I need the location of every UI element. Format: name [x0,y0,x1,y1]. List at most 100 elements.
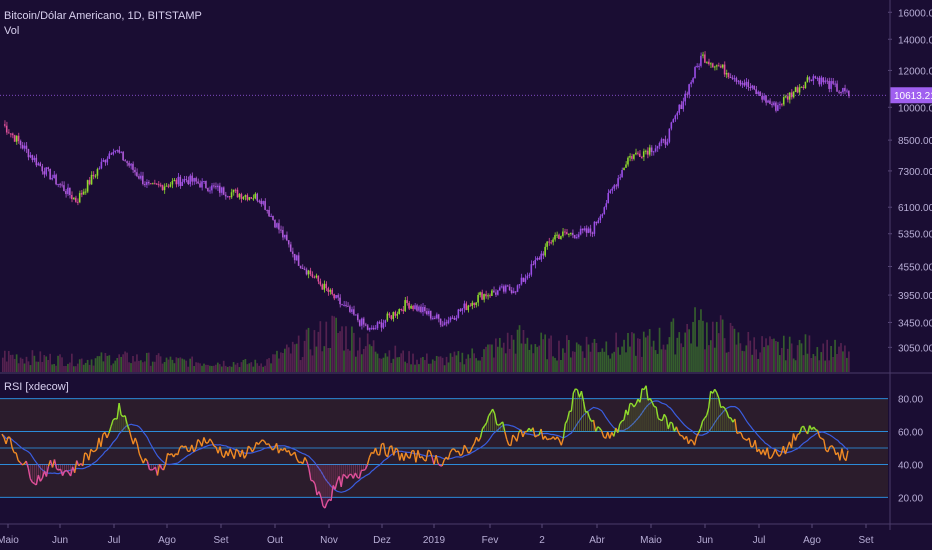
candle[interactable] [741,82,744,85]
candle[interactable] [278,223,280,230]
candle[interactable] [686,93,688,95]
candle[interactable] [416,305,418,311]
candle[interactable] [558,234,560,240]
candle[interactable] [670,122,673,129]
candle[interactable] [550,242,552,244]
candle[interactable] [567,233,570,235]
candle[interactable] [782,97,785,105]
candle[interactable] [305,269,308,275]
candle[interactable] [345,304,347,306]
candle[interactable] [339,297,341,305]
candle[interactable] [625,164,627,168]
candle[interactable] [502,286,505,292]
candle[interactable] [800,86,803,88]
candle[interactable] [709,63,712,65]
candle[interactable] [214,186,217,188]
candle[interactable] [374,328,377,330]
symbol-title[interactable]: Bitcoin/Dólar Americano, 1D, BITSTAMP [4,10,202,22]
candle[interactable] [86,180,89,192]
candle[interactable] [49,168,51,180]
candle[interactable] [285,234,288,241]
candle[interactable] [380,322,383,328]
candle[interactable] [289,244,292,252]
candle[interactable] [207,187,209,192]
candle[interactable] [514,291,517,293]
candle[interactable] [94,175,97,177]
candle[interactable] [118,150,120,153]
candle[interactable] [465,303,468,311]
candle[interactable] [810,79,813,81]
candle[interactable] [779,104,781,106]
candle[interactable] [459,309,462,311]
candle[interactable] [445,322,448,324]
candle[interactable] [692,78,694,83]
candle[interactable] [209,190,211,192]
candle[interactable] [435,314,438,319]
candle[interactable] [747,81,750,87]
candle[interactable] [479,292,481,295]
candle[interactable] [698,65,700,67]
candle[interactable] [603,207,606,215]
candle[interactable] [455,317,458,320]
candle[interactable] [311,274,314,277]
candle[interactable] [317,275,320,282]
candle[interactable] [564,231,566,233]
candle[interactable] [171,180,174,185]
candle[interactable] [282,230,284,238]
candle[interactable] [301,267,304,269]
candle[interactable] [763,95,765,100]
candle[interactable] [236,189,239,198]
candle[interactable] [729,77,732,79]
candle[interactable] [826,80,828,82]
candle[interactable] [27,149,30,158]
candle[interactable] [674,115,677,120]
candle[interactable] [784,96,787,98]
candle[interactable] [110,153,113,155]
candle[interactable] [88,180,91,185]
candle[interactable] [368,327,371,330]
candle[interactable] [483,294,485,300]
candle[interactable] [211,185,213,191]
candle[interactable] [844,88,846,92]
candle[interactable] [652,151,655,153]
candle[interactable] [658,143,661,147]
candle[interactable] [690,82,692,85]
candle[interactable] [775,102,777,111]
candle[interactable] [623,167,625,170]
candle[interactable] [688,84,690,95]
candle[interactable] [593,221,596,234]
candle[interactable] [611,188,613,191]
candle[interactable] [828,80,830,89]
candle[interactable] [473,302,475,305]
candle[interactable] [589,228,592,233]
candle[interactable] [804,81,807,89]
candle[interactable] [205,181,207,188]
candle[interactable] [15,135,18,142]
candle[interactable] [765,95,767,103]
candle[interactable] [276,223,278,228]
candle[interactable] [534,259,537,265]
candle[interactable] [181,181,184,186]
candle[interactable] [364,324,367,326]
candle[interactable] [684,93,686,102]
candle[interactable] [360,318,363,326]
candle[interactable] [270,215,272,217]
candle[interactable] [493,290,495,293]
candle[interactable] [252,198,255,200]
candle[interactable] [512,291,515,294]
candle[interactable] [629,156,631,158]
candle[interactable] [745,81,748,86]
candle[interactable] [116,150,118,152]
candle[interactable] [319,281,322,285]
candle[interactable] [777,105,779,111]
candle[interactable] [167,185,170,187]
candle[interactable] [767,100,769,103]
candle[interactable] [351,309,353,312]
candle[interactable] [29,155,32,158]
candle[interactable] [771,103,773,106]
candle[interactable] [51,178,53,180]
candle[interactable] [546,241,548,247]
candle[interactable] [587,228,590,233]
candle[interactable] [203,181,205,183]
candle[interactable] [163,186,166,191]
